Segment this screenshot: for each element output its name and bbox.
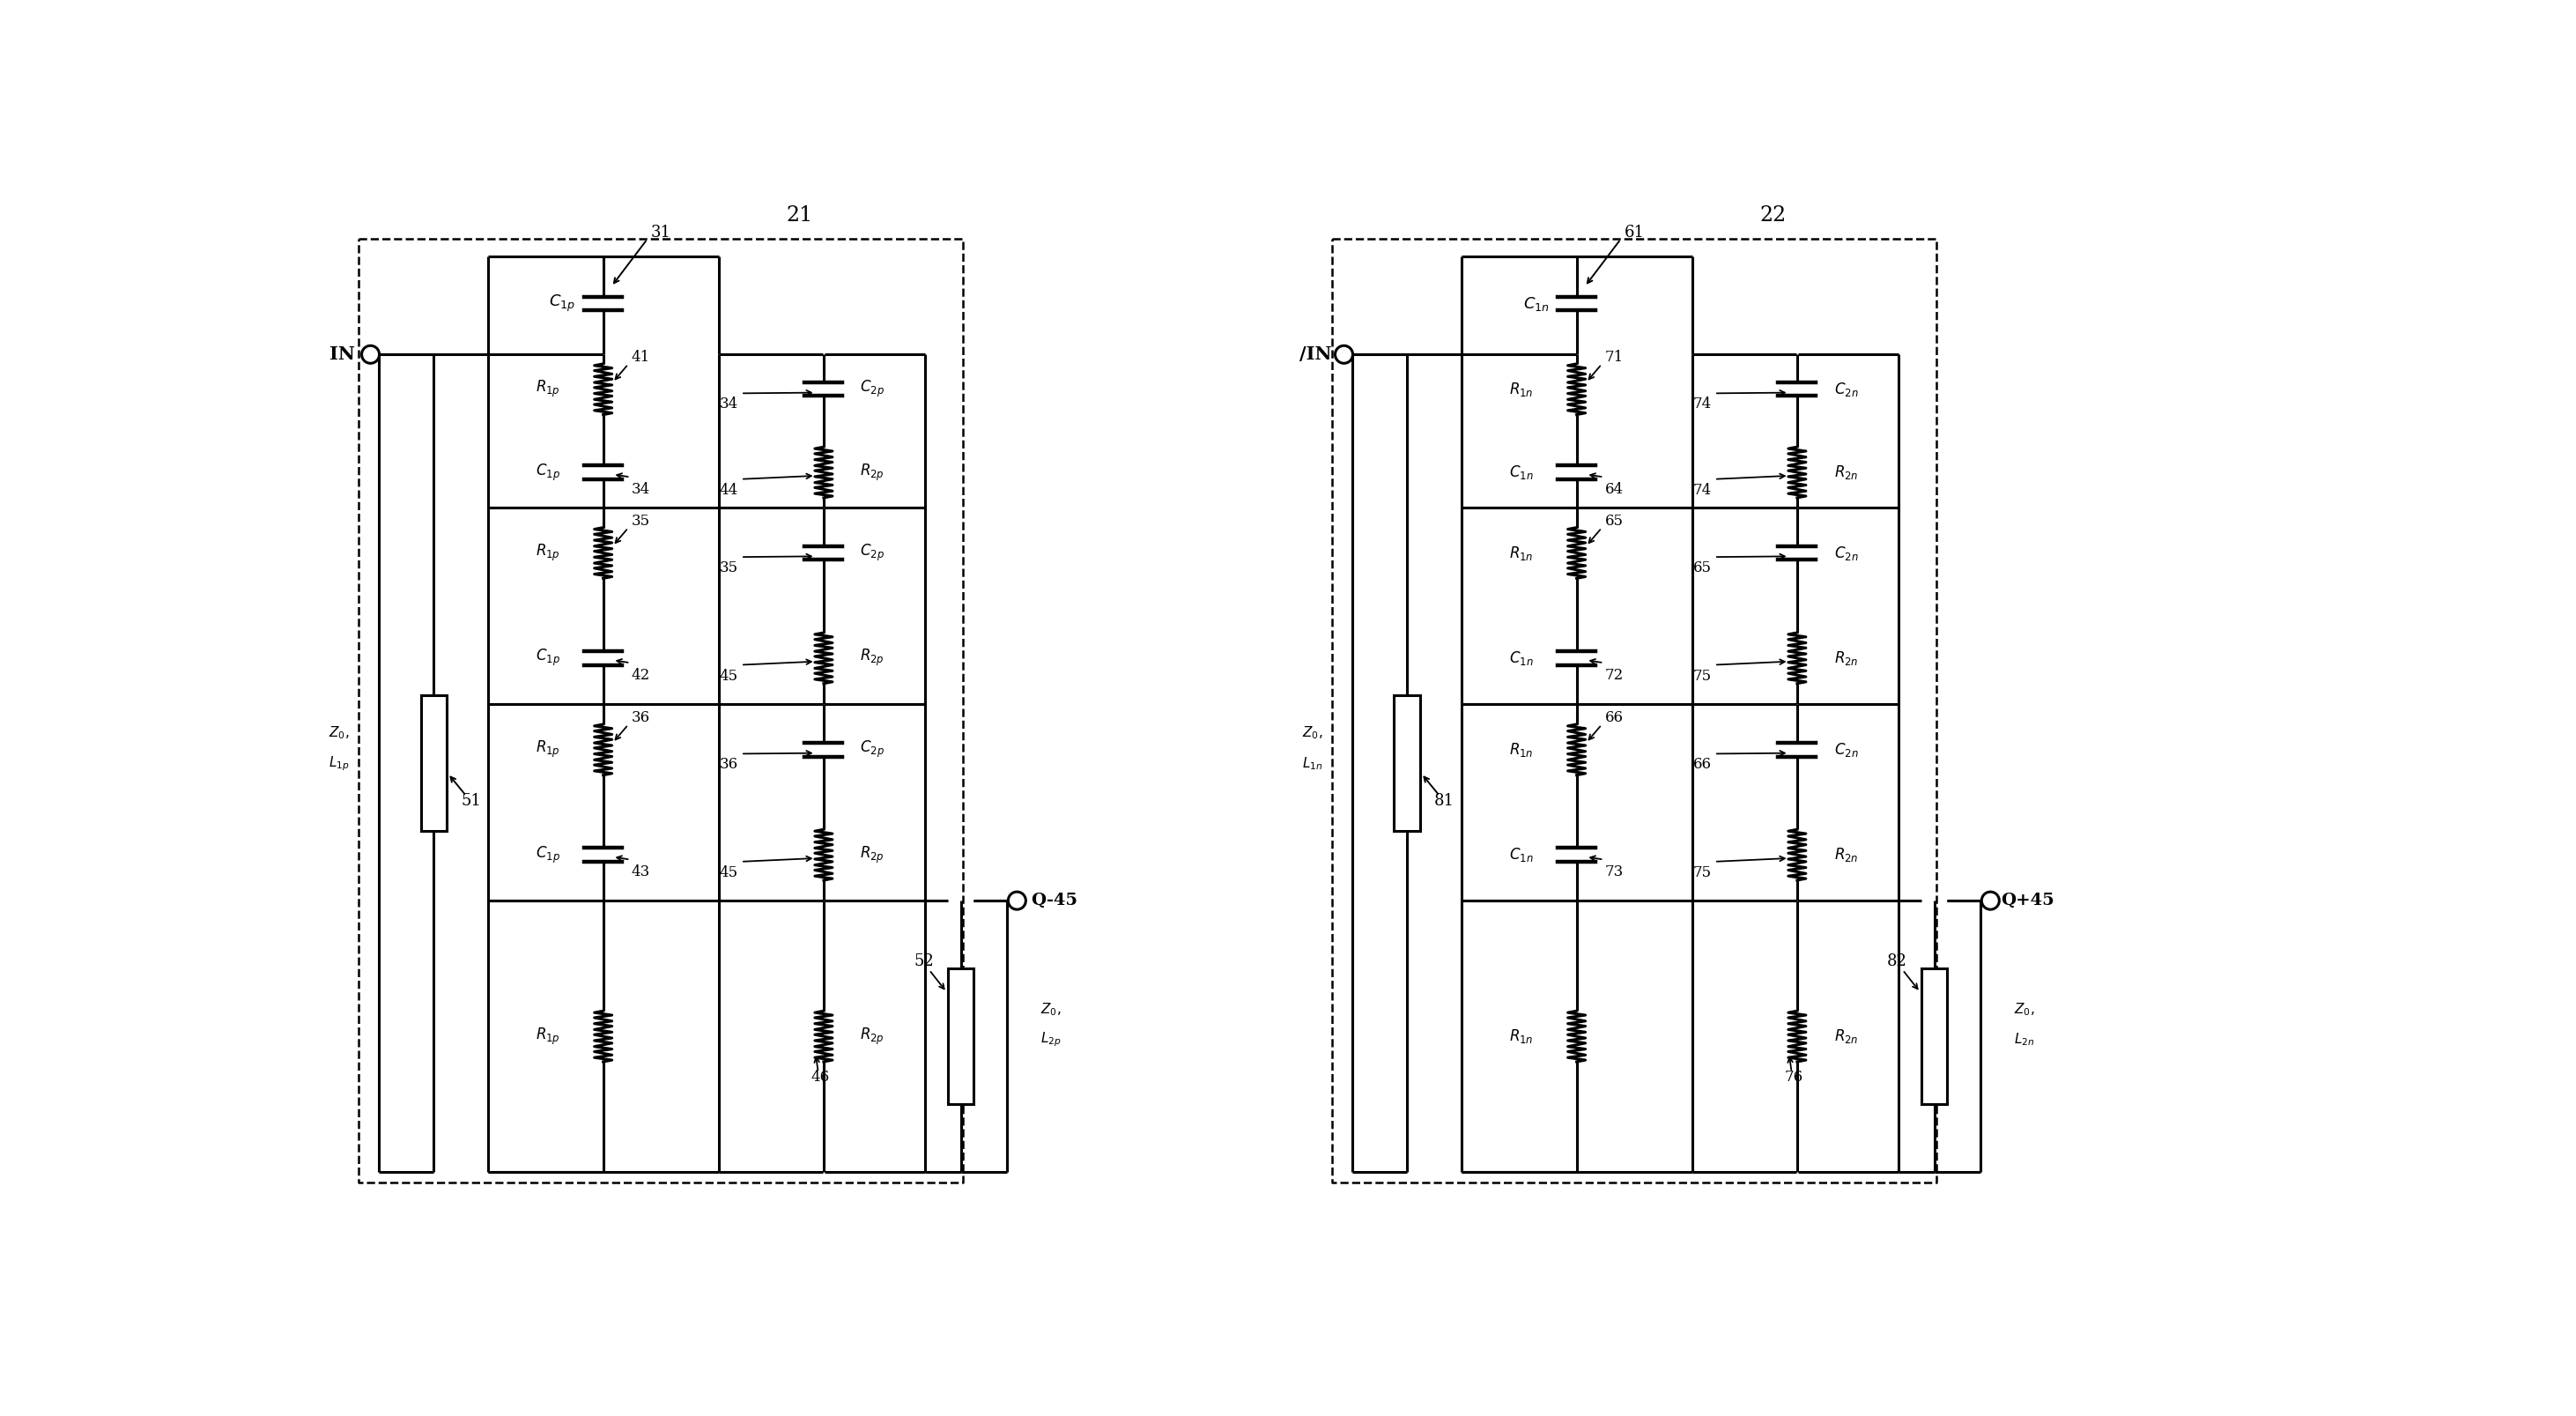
Text: 76: 76 <box>1785 1069 1803 1085</box>
Text: 45: 45 <box>719 865 737 881</box>
Text: $L_{1p}$: $L_{1p}$ <box>327 755 348 772</box>
Text: $L_{2n}$: $L_{2n}$ <box>2014 1031 2035 1048</box>
Text: $C_{2p}$: $C_{2p}$ <box>860 379 884 399</box>
Bar <box>1394 695 1419 831</box>
Text: $R_{1n}$: $R_{1n}$ <box>1510 741 1533 759</box>
Text: $R_{2n}$: $R_{2n}$ <box>1834 650 1857 667</box>
Text: $C_{1n}$: $C_{1n}$ <box>1510 845 1533 864</box>
Text: 66: 66 <box>1605 711 1623 725</box>
Text: 81: 81 <box>1435 793 1455 809</box>
Text: 75: 75 <box>1692 668 1710 684</box>
Text: $R_{1p}$: $R_{1p}$ <box>536 1027 559 1046</box>
Text: $L_{2p}$: $L_{2p}$ <box>1041 1031 1061 1049</box>
Text: $L_{1n}$: $L_{1n}$ <box>1301 755 1321 772</box>
Text: 35: 35 <box>631 514 649 528</box>
Text: $Z_0,$: $Z_0,$ <box>2014 1001 2035 1018</box>
Text: $R_{1p}$: $R_{1p}$ <box>536 739 559 760</box>
Text: $C_{1p}$: $C_{1p}$ <box>536 649 559 668</box>
Text: $R_{2n}$: $R_{2n}$ <box>1834 1028 1857 1045</box>
Text: $C_{2p}$: $C_{2p}$ <box>860 739 884 760</box>
Text: $R_{1p}$: $R_{1p}$ <box>536 542 559 564</box>
Text: 36: 36 <box>719 758 737 772</box>
Text: $R_{1n}$: $R_{1n}$ <box>1510 1028 1533 1045</box>
Text: 66: 66 <box>1692 758 1710 772</box>
Text: $R_{2n}$: $R_{2n}$ <box>1834 463 1857 481</box>
Text: 22: 22 <box>1759 205 1788 225</box>
Text: 34: 34 <box>719 396 739 412</box>
Bar <box>1922 969 1947 1104</box>
Text: $R_{2p}$: $R_{2p}$ <box>860 462 884 483</box>
Text: $C_{2n}$: $C_{2n}$ <box>1834 381 1857 398</box>
Bar <box>948 969 974 1104</box>
Text: 51: 51 <box>461 793 482 809</box>
Text: 21: 21 <box>786 205 814 225</box>
Text: 46: 46 <box>811 1069 829 1085</box>
Text: $R_{1n}$: $R_{1n}$ <box>1510 544 1533 562</box>
Text: $C_{1p}$: $C_{1p}$ <box>549 293 574 314</box>
Text: $Z_0,$: $Z_0,$ <box>1301 725 1321 741</box>
Text: $R_{2p}$: $R_{2p}$ <box>860 1027 884 1046</box>
Text: 42: 42 <box>631 667 649 683</box>
Text: $R_{1p}$: $R_{1p}$ <box>536 379 559 399</box>
Text: Q-45: Q-45 <box>1030 892 1077 909</box>
Text: 36: 36 <box>631 711 649 725</box>
Text: $C_{2n}$: $C_{2n}$ <box>1834 544 1857 562</box>
Text: $C_{1p}$: $C_{1p}$ <box>536 462 559 483</box>
Text: 61: 61 <box>1623 224 1643 241</box>
Text: $R_{2p}$: $R_{2p}$ <box>860 844 884 865</box>
Text: $R_{2n}$: $R_{2n}$ <box>1834 845 1857 864</box>
Text: 64: 64 <box>1605 481 1623 497</box>
Text: IN: IN <box>330 346 355 364</box>
Text: 65: 65 <box>1692 561 1710 575</box>
Text: 44: 44 <box>719 483 739 498</box>
Text: $C_{2p}$: $C_{2p}$ <box>860 542 884 564</box>
Text: 31: 31 <box>652 224 670 241</box>
Text: Q+45: Q+45 <box>2002 892 2056 909</box>
Text: 35: 35 <box>719 561 737 575</box>
Text: $C_{1n}$: $C_{1n}$ <box>1510 650 1533 667</box>
Text: 75: 75 <box>1692 865 1710 881</box>
Text: 52: 52 <box>914 954 933 970</box>
Text: $Z_0,$: $Z_0,$ <box>327 725 348 741</box>
Text: $C_{2n}$: $C_{2n}$ <box>1834 741 1857 759</box>
Text: 65: 65 <box>1605 514 1623 528</box>
Text: $C_{1n}$: $C_{1n}$ <box>1522 295 1548 313</box>
Text: 41: 41 <box>631 350 649 365</box>
Text: 71: 71 <box>1605 350 1623 365</box>
Text: 73: 73 <box>1605 864 1623 879</box>
Text: 45: 45 <box>719 668 737 684</box>
Text: $C_{1p}$: $C_{1p}$ <box>536 844 559 865</box>
Text: $R_{2p}$: $R_{2p}$ <box>860 649 884 668</box>
Bar <box>420 695 446 831</box>
Text: 74: 74 <box>1692 396 1710 412</box>
Text: 82: 82 <box>1888 954 1906 970</box>
Text: 34: 34 <box>631 481 649 497</box>
Text: /IN: /IN <box>1298 346 1332 364</box>
Text: $R_{1n}$: $R_{1n}$ <box>1510 381 1533 398</box>
Text: $Z_0,$: $Z_0,$ <box>1041 1001 1061 1018</box>
Text: 74: 74 <box>1692 483 1710 498</box>
Text: 72: 72 <box>1605 667 1623 683</box>
Text: $C_{1n}$: $C_{1n}$ <box>1510 463 1533 481</box>
Text: 43: 43 <box>631 864 649 879</box>
